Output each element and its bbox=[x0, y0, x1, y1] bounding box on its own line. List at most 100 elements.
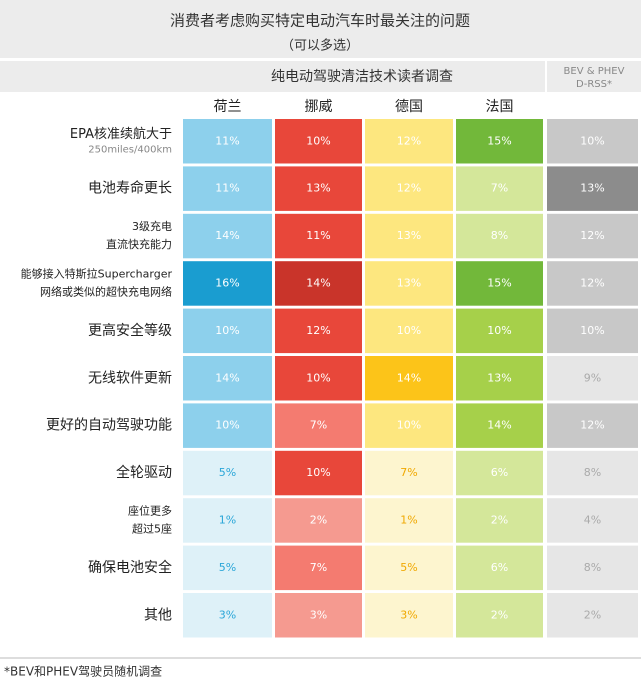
cell-value: 10% bbox=[215, 419, 239, 432]
row-label: 更高安全等级 bbox=[88, 322, 172, 339]
cell-value: 11% bbox=[306, 229, 330, 242]
cell bbox=[365, 166, 453, 211]
title-band bbox=[0, 0, 641, 58]
cell-value: 10% bbox=[397, 419, 421, 432]
cell bbox=[183, 498, 272, 543]
cell-value: 10% bbox=[397, 324, 421, 337]
cell-value: 15% bbox=[487, 134, 511, 147]
row-label: 能够接入特斯拉Supercharger bbox=[21, 266, 173, 280]
cell-value: 6% bbox=[491, 561, 508, 574]
row-label: EPA核准续航大于 bbox=[70, 126, 172, 142]
cell-value: 5% bbox=[400, 561, 417, 574]
cell-value: 8% bbox=[584, 561, 601, 574]
cell-value: 2% bbox=[310, 513, 327, 526]
cell bbox=[183, 593, 272, 638]
cell bbox=[365, 545, 453, 591]
cell bbox=[275, 498, 362, 543]
cell bbox=[456, 450, 543, 496]
cell-value: 9% bbox=[584, 371, 601, 384]
cell bbox=[456, 403, 543, 448]
cell bbox=[547, 403, 638, 448]
cell bbox=[456, 498, 543, 543]
cell-value: 14% bbox=[397, 371, 421, 384]
cell bbox=[365, 308, 453, 354]
cell-value: 8% bbox=[584, 466, 601, 479]
cell bbox=[547, 213, 638, 259]
cell bbox=[365, 450, 453, 496]
cell bbox=[547, 166, 638, 211]
footnote: *BEV和PHEV驾驶员随机调查 bbox=[4, 664, 162, 679]
cell bbox=[183, 166, 272, 211]
cell bbox=[275, 403, 362, 448]
cell-value: 10% bbox=[306, 466, 330, 479]
cell bbox=[547, 450, 638, 496]
cell-value: 1% bbox=[219, 513, 236, 526]
cell-value: 10% bbox=[215, 324, 239, 337]
cell-value: 11% bbox=[215, 182, 239, 195]
survey-band bbox=[0, 61, 545, 92]
cell-value: 6% bbox=[491, 466, 508, 479]
cell-value: 2% bbox=[584, 608, 601, 621]
cell-value: 14% bbox=[215, 229, 239, 242]
cell-value: 10% bbox=[487, 324, 511, 337]
cell bbox=[183, 545, 272, 591]
cell bbox=[365, 119, 453, 164]
cell-value: 12% bbox=[580, 276, 604, 289]
cell bbox=[365, 356, 453, 401]
cell bbox=[456, 308, 543, 354]
cell bbox=[183, 119, 272, 164]
cell bbox=[547, 356, 638, 401]
cell bbox=[547, 498, 638, 543]
side-title: D-RSS* bbox=[576, 79, 612, 90]
cell bbox=[183, 450, 272, 496]
row-label: 无线软件更新 bbox=[88, 370, 172, 386]
column-header: 法国 bbox=[486, 99, 514, 115]
cell-value: 12% bbox=[397, 134, 421, 147]
cell bbox=[275, 119, 362, 164]
cell bbox=[547, 119, 638, 164]
row-label: 电池寿命更长 bbox=[88, 180, 172, 197]
side-title: BEV & PHEV bbox=[564, 66, 625, 77]
cell bbox=[456, 119, 543, 164]
cell bbox=[456, 356, 543, 401]
cell-value: 10% bbox=[306, 134, 330, 147]
cell bbox=[547, 308, 638, 354]
cell-value: 10% bbox=[580, 324, 604, 337]
row-label: 更好的自动驾驶功能 bbox=[46, 418, 172, 434]
cell-value: 7% bbox=[491, 182, 508, 195]
column-header: 挪威 bbox=[305, 99, 333, 115]
cell-value: 13% bbox=[306, 182, 330, 195]
cell bbox=[183, 403, 272, 448]
cell-value: 10% bbox=[580, 134, 604, 147]
row-label: 其他 bbox=[144, 607, 172, 623]
cell bbox=[183, 356, 272, 401]
cell-value: 3% bbox=[400, 608, 417, 621]
cell bbox=[183, 261, 272, 306]
cell bbox=[275, 213, 362, 259]
cell bbox=[275, 450, 362, 496]
cell-value: 11% bbox=[215, 134, 239, 147]
row-label: 全轮驱动 bbox=[116, 464, 172, 481]
cell bbox=[275, 545, 362, 591]
cell-value: 7% bbox=[400, 466, 417, 479]
row-label: 座位更多 bbox=[128, 503, 172, 517]
cell bbox=[275, 593, 362, 638]
cell bbox=[365, 261, 453, 306]
cell-value: 14% bbox=[487, 419, 511, 432]
cell-value: 5% bbox=[219, 561, 236, 574]
cell-value: 5% bbox=[219, 466, 236, 479]
cell-value: 2% bbox=[491, 608, 508, 621]
cell-value: 1% bbox=[400, 513, 417, 526]
cell bbox=[547, 545, 638, 591]
cell-value: 13% bbox=[487, 371, 511, 384]
cell bbox=[183, 308, 272, 354]
cell-value: 12% bbox=[306, 324, 330, 337]
side-band bbox=[547, 61, 641, 92]
cell bbox=[365, 593, 453, 638]
cell bbox=[365, 213, 453, 259]
cell-value: 12% bbox=[580, 229, 604, 242]
cell-value: 7% bbox=[310, 419, 327, 432]
row-sublabel: 250miles/400km bbox=[88, 144, 172, 155]
column-header: 荷兰 bbox=[214, 99, 242, 115]
